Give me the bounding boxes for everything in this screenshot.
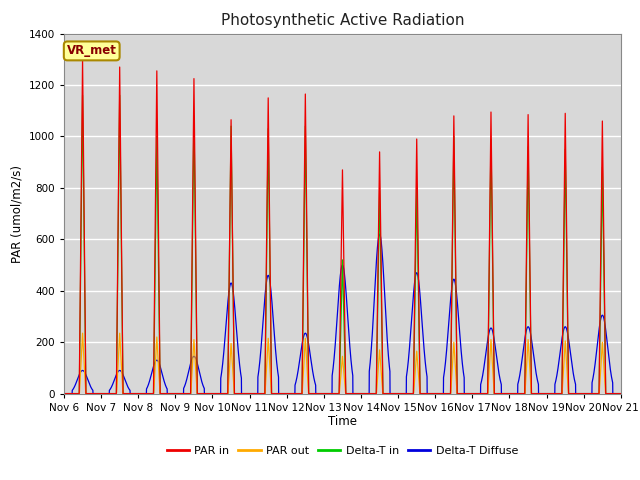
PAR out	[322, 391, 330, 396]
PAR in	[467, 391, 475, 396]
Delta-T Diffuse	[467, 391, 475, 396]
Delta-T Diffuse	[617, 391, 625, 396]
Delta-T Diffuse	[322, 391, 330, 396]
PAR out	[60, 391, 68, 396]
PAR in	[60, 391, 68, 396]
PAR in	[617, 391, 625, 396]
PAR in	[322, 391, 330, 396]
Legend: PAR in, PAR out, Delta-T in, Delta-T Diffuse: PAR in, PAR out, Delta-T in, Delta-T Dif…	[162, 441, 523, 460]
Delta-T Diffuse	[616, 391, 624, 396]
Delta-T in	[322, 391, 330, 396]
PAR in	[616, 391, 624, 396]
Line: Delta-T in: Delta-T in	[64, 96, 621, 394]
Line: PAR out: PAR out	[64, 333, 621, 394]
Line: Delta-T Diffuse: Delta-T Diffuse	[64, 234, 621, 394]
Delta-T Diffuse	[60, 391, 68, 396]
PAR out	[467, 391, 475, 396]
PAR out	[617, 391, 625, 396]
Delta-T in	[467, 391, 475, 396]
Title: Photosynthetic Active Radiation: Photosynthetic Active Radiation	[221, 13, 464, 28]
Delta-T in	[617, 391, 625, 396]
PAR in	[436, 391, 444, 396]
X-axis label: Time: Time	[328, 415, 357, 429]
Delta-T in	[499, 391, 507, 396]
PAR out	[616, 391, 624, 396]
PAR in	[79, 57, 86, 62]
Delta-T in	[79, 93, 86, 98]
Delta-T in	[60, 391, 68, 396]
PAR out	[79, 330, 86, 336]
Delta-T in	[616, 391, 624, 396]
PAR in	[499, 391, 507, 396]
Delta-T Diffuse	[376, 231, 383, 237]
Text: VR_met: VR_met	[67, 44, 116, 58]
Delta-T Diffuse	[160, 378, 168, 384]
Y-axis label: PAR (umol/m2/s): PAR (umol/m2/s)	[10, 165, 23, 263]
Delta-T Diffuse	[499, 391, 507, 396]
PAR out	[161, 391, 168, 396]
Delta-T in	[161, 391, 168, 396]
Line: PAR in: PAR in	[64, 60, 621, 394]
PAR out	[436, 391, 444, 396]
PAR out	[499, 391, 507, 396]
Delta-T Diffuse	[436, 391, 444, 396]
Delta-T in	[436, 391, 444, 396]
PAR in	[161, 391, 168, 396]
